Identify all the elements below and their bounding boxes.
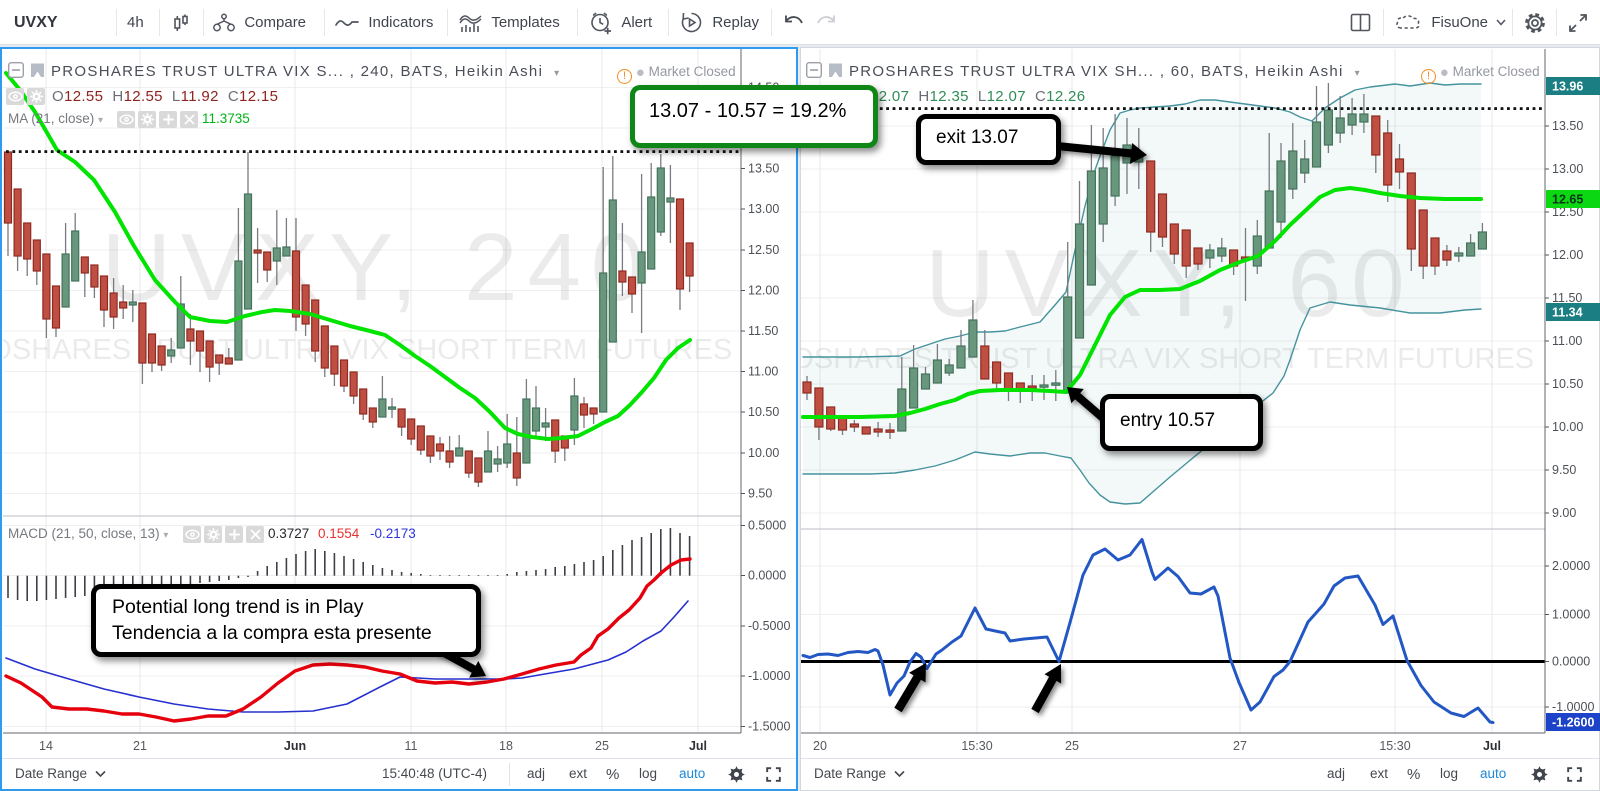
svg-text:0.0000: 0.0000 [748,569,786,583]
svg-text:-1.5000: -1.5000 [748,719,790,733]
svg-text:UVXY, 240: UVXY, 240 [102,214,655,321]
svg-text:Jul: Jul [1483,739,1501,753]
svg-text:14: 14 [39,739,53,753]
svg-text:1.0000: 1.0000 [1552,608,1590,622]
svg-text:-1.0000: -1.0000 [1552,700,1594,714]
svg-text:9.00: 9.00 [1552,506,1576,520]
svg-text:9.50: 9.50 [1552,463,1576,477]
svg-text:10.00: 10.00 [748,446,779,460]
svg-text:13.00: 13.00 [748,202,779,216]
svg-text:Jun: Jun [284,739,306,753]
svg-text:10.50: 10.50 [748,405,779,419]
svg-text:12.00: 12.00 [1552,248,1583,262]
svg-text:11: 11 [405,739,418,753]
svg-text:11.50: 11.50 [748,324,778,338]
svg-text:9.50: 9.50 [748,486,772,500]
svg-text:-1.0000: -1.0000 [748,669,790,683]
svg-text:21: 21 [133,739,147,753]
svg-text:11.00: 11.00 [748,365,778,379]
svg-text:12.50: 12.50 [1552,205,1583,219]
svg-text:10.50: 10.50 [1552,377,1583,391]
svg-text:12.00: 12.00 [748,283,779,297]
svg-text:Jul: Jul [689,739,707,753]
svg-text:0.5000: 0.5000 [748,519,786,533]
svg-text:13.00: 13.00 [1552,162,1583,176]
svg-text:13.50: 13.50 [1552,119,1583,133]
svg-text:-1.2600: -1.2600 [1552,716,1594,730]
svg-text:13.50: 13.50 [748,162,779,176]
svg-text:12.50: 12.50 [748,243,779,257]
svg-text:25: 25 [595,739,609,753]
svg-text:18: 18 [499,739,513,753]
svg-text:15:30: 15:30 [961,739,992,753]
svg-text:PROSHARES TRUST ULTRA VIX SHOR: PROSHARES TRUST ULTRA VIX SHORT TERM FUT… [0,334,795,366]
svg-text:27: 27 [1233,739,1247,753]
svg-text:13.96: 13.96 [1552,80,1583,94]
svg-text:15:30: 15:30 [1379,739,1410,753]
svg-text:2.0000: 2.0000 [1552,559,1590,573]
svg-text:10.00: 10.00 [1552,420,1583,434]
svg-text:11.34: 11.34 [1552,306,1583,320]
svg-text:12.65: 12.65 [1552,193,1583,207]
svg-text:11.00: 11.00 [1552,334,1582,348]
svg-text:20: 20 [813,739,827,753]
svg-text:UVXY, 60: UVXY, 60 [925,230,1414,337]
svg-text:11.50: 11.50 [1552,291,1582,305]
svg-text:0.0000: 0.0000 [1552,655,1590,669]
svg-text:-0.5000: -0.5000 [748,619,790,633]
svg-text:25: 25 [1065,739,1079,753]
